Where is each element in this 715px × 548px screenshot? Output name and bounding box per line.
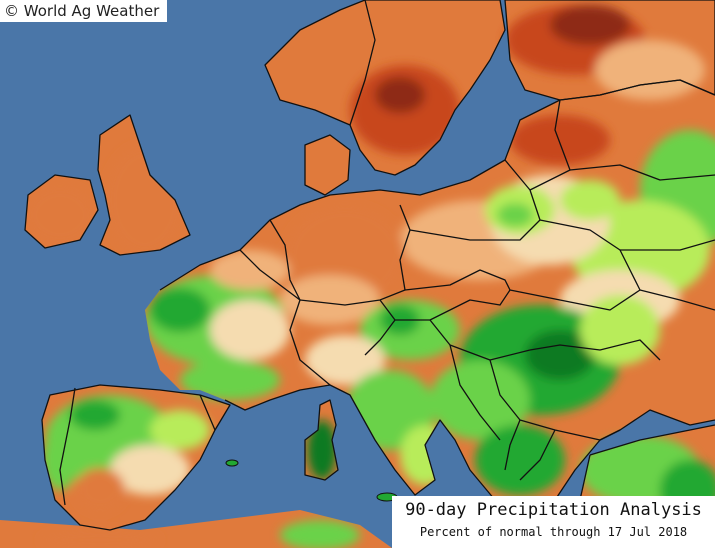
country-borders bbox=[24, 0, 715, 548]
map-subtitle: Percent of normal through 17 Jul 2018 bbox=[419, 525, 688, 539]
title-box: 90-day Precipitation Analysis Percent of… bbox=[392, 496, 715, 548]
map-title: 90-day Precipitation Analysis bbox=[405, 500, 702, 520]
credit-label: © World Ag Weather bbox=[0, 0, 168, 22]
